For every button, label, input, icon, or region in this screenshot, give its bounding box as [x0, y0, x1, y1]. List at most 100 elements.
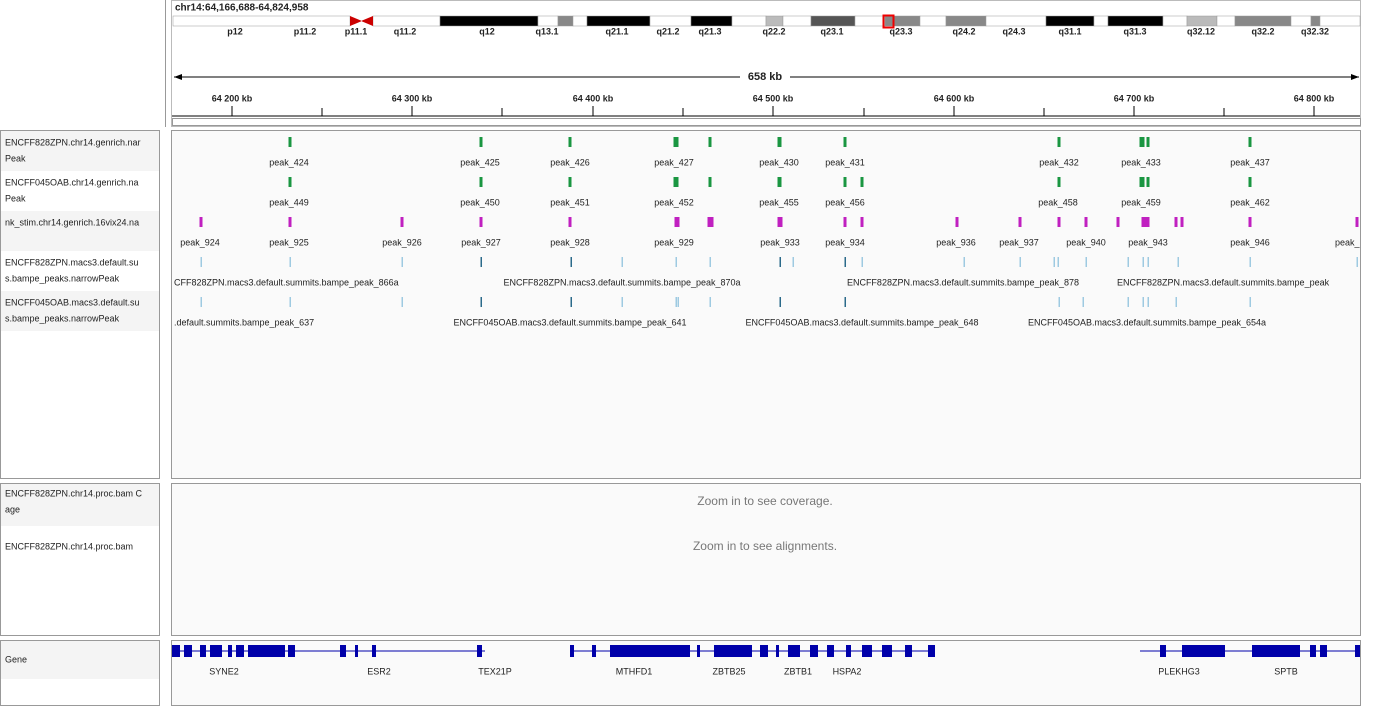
band-label: p11.2	[294, 26, 317, 36]
track-name: ENCFF045OAB.chr14.genrich.na	[5, 177, 139, 187]
cytoband	[884, 15, 921, 27]
feature-label: peak_451	[550, 197, 590, 207]
coverage-track-name: ENCFF828ZPN.chr14.proc.bam C	[5, 488, 143, 498]
exon	[882, 645, 892, 657]
cytoband	[586, 15, 651, 27]
feature-label: ENCFF828ZPN.macs3.default.summits.bampe_…	[1117, 277, 1330, 287]
feature-mark	[1058, 297, 1060, 307]
feature-mark	[955, 217, 959, 227]
track-name: ENCFF828ZPN.chr14.genrich.nar	[5, 137, 141, 147]
exon	[1182, 645, 1225, 657]
ruler-tick-label: 64 300 kb	[392, 93, 433, 103]
feature-mark	[1057, 137, 1061, 147]
track-name: ENCFF045OAB.macs3.default.su	[5, 297, 140, 307]
span-bg	[740, 70, 790, 84]
feature-mark	[1116, 217, 1120, 227]
feature-mark	[1144, 217, 1148, 227]
band-label: q21.2	[656, 26, 679, 36]
feature-label: ENCFF045OAB.macs3.default.summits.bampe_…	[453, 317, 686, 327]
exon	[477, 645, 482, 657]
ruler-tick-label: 64 400 kb	[573, 93, 614, 103]
cytoband	[572, 15, 588, 27]
band-label: q31.3	[1123, 26, 1146, 36]
feature-mark	[1057, 177, 1061, 187]
exon	[570, 645, 574, 657]
feature-mark	[709, 297, 711, 307]
feature-mark	[401, 297, 403, 307]
feature-label: peak_940	[1066, 237, 1106, 247]
feature-label: peak_431	[825, 157, 865, 167]
feature-mark	[1146, 177, 1150, 187]
feature-mark	[570, 257, 572, 267]
feature-mark	[860, 217, 864, 227]
feature-mark	[288, 137, 292, 147]
feature-mark	[1057, 257, 1059, 267]
track-data: peak_424 peak_425 peak_426 peak_427 peak_430…	[174, 137, 1360, 327]
feature-mark	[1146, 217, 1150, 227]
band-label: q32.12	[1187, 26, 1215, 36]
track-name: Peak	[5, 193, 26, 203]
gene-track-name: Gene	[5, 654, 27, 664]
feature-mark	[1147, 257, 1149, 267]
cytoband	[782, 15, 812, 27]
coverage-track-name: age	[5, 504, 20, 514]
feature-mark	[675, 177, 679, 187]
exon	[355, 645, 358, 657]
band-label: q21.3	[698, 26, 721, 36]
feature-mark	[777, 217, 781, 227]
feature-label: ENCFF045OAB.macs3.default.summits.bampe_…	[745, 317, 978, 327]
feature-label: peak_449	[269, 197, 309, 207]
feature-mark	[568, 217, 572, 227]
cytoband	[1107, 15, 1164, 27]
exon	[1320, 645, 1327, 657]
feature-mark	[1142, 257, 1144, 267]
feature-mark	[289, 257, 291, 267]
feature-label: peak_937	[999, 237, 1039, 247]
cytoband	[810, 15, 856, 27]
feature-mark	[480, 297, 482, 307]
cytoband	[919, 15, 947, 27]
coverage-message: Zoom in to see coverage.	[697, 494, 832, 508]
ruler-bar	[172, 118, 1361, 126]
band-label: q31.1	[1058, 26, 1081, 36]
band-label: q22.2	[762, 26, 785, 36]
cytoband	[1290, 15, 1312, 27]
track-name-row	[1, 131, 159, 171]
feature-mark	[621, 257, 623, 267]
gene-label: ZBTB25	[712, 666, 745, 676]
gene-label: TEX21P	[478, 666, 512, 676]
feature-mark	[1177, 257, 1179, 267]
feature-mark	[480, 257, 482, 267]
exon	[248, 645, 285, 657]
feature-data-panel	[171, 130, 1361, 479]
feature-mark	[1249, 257, 1251, 267]
ruler-tick-label: 64 700 kb	[1114, 93, 1155, 103]
track-name: Peak	[5, 153, 26, 163]
cytoband	[1310, 15, 1321, 27]
exon	[172, 645, 180, 657]
feature-label: ENCFF828ZPN.macs3.default.summits.bampe_…	[847, 277, 1079, 287]
feature-mark	[675, 137, 679, 147]
cytoband	[765, 15, 784, 27]
cytoband	[690, 15, 733, 27]
feature-mark	[200, 297, 202, 307]
feature-mark	[792, 257, 794, 267]
feature-label: peak_943	[1128, 237, 1168, 247]
feature-mark	[707, 217, 711, 227]
track-name: s.bampe_peaks.narrowPeak	[5, 313, 120, 323]
centromere	[350, 16, 373, 26]
feature-mark	[843, 177, 847, 187]
track-name-row	[1, 171, 159, 211]
feature-mark	[675, 257, 677, 267]
feature-mark	[844, 297, 846, 307]
band-label: q32.2	[1251, 26, 1274, 36]
cytoband	[1186, 15, 1218, 27]
ideogram: p12 p11.2 p11.1 q11.2 q12 q13.1 q21.1 q21.2 q21.…	[172, 14, 1361, 36]
track-name-row	[1, 291, 159, 331]
cytoband	[1234, 15, 1292, 27]
feature-mark	[568, 177, 572, 187]
feature-mark	[621, 297, 623, 307]
feature-label: peak_424	[269, 157, 309, 167]
feature-label: peak_430	[759, 157, 799, 167]
